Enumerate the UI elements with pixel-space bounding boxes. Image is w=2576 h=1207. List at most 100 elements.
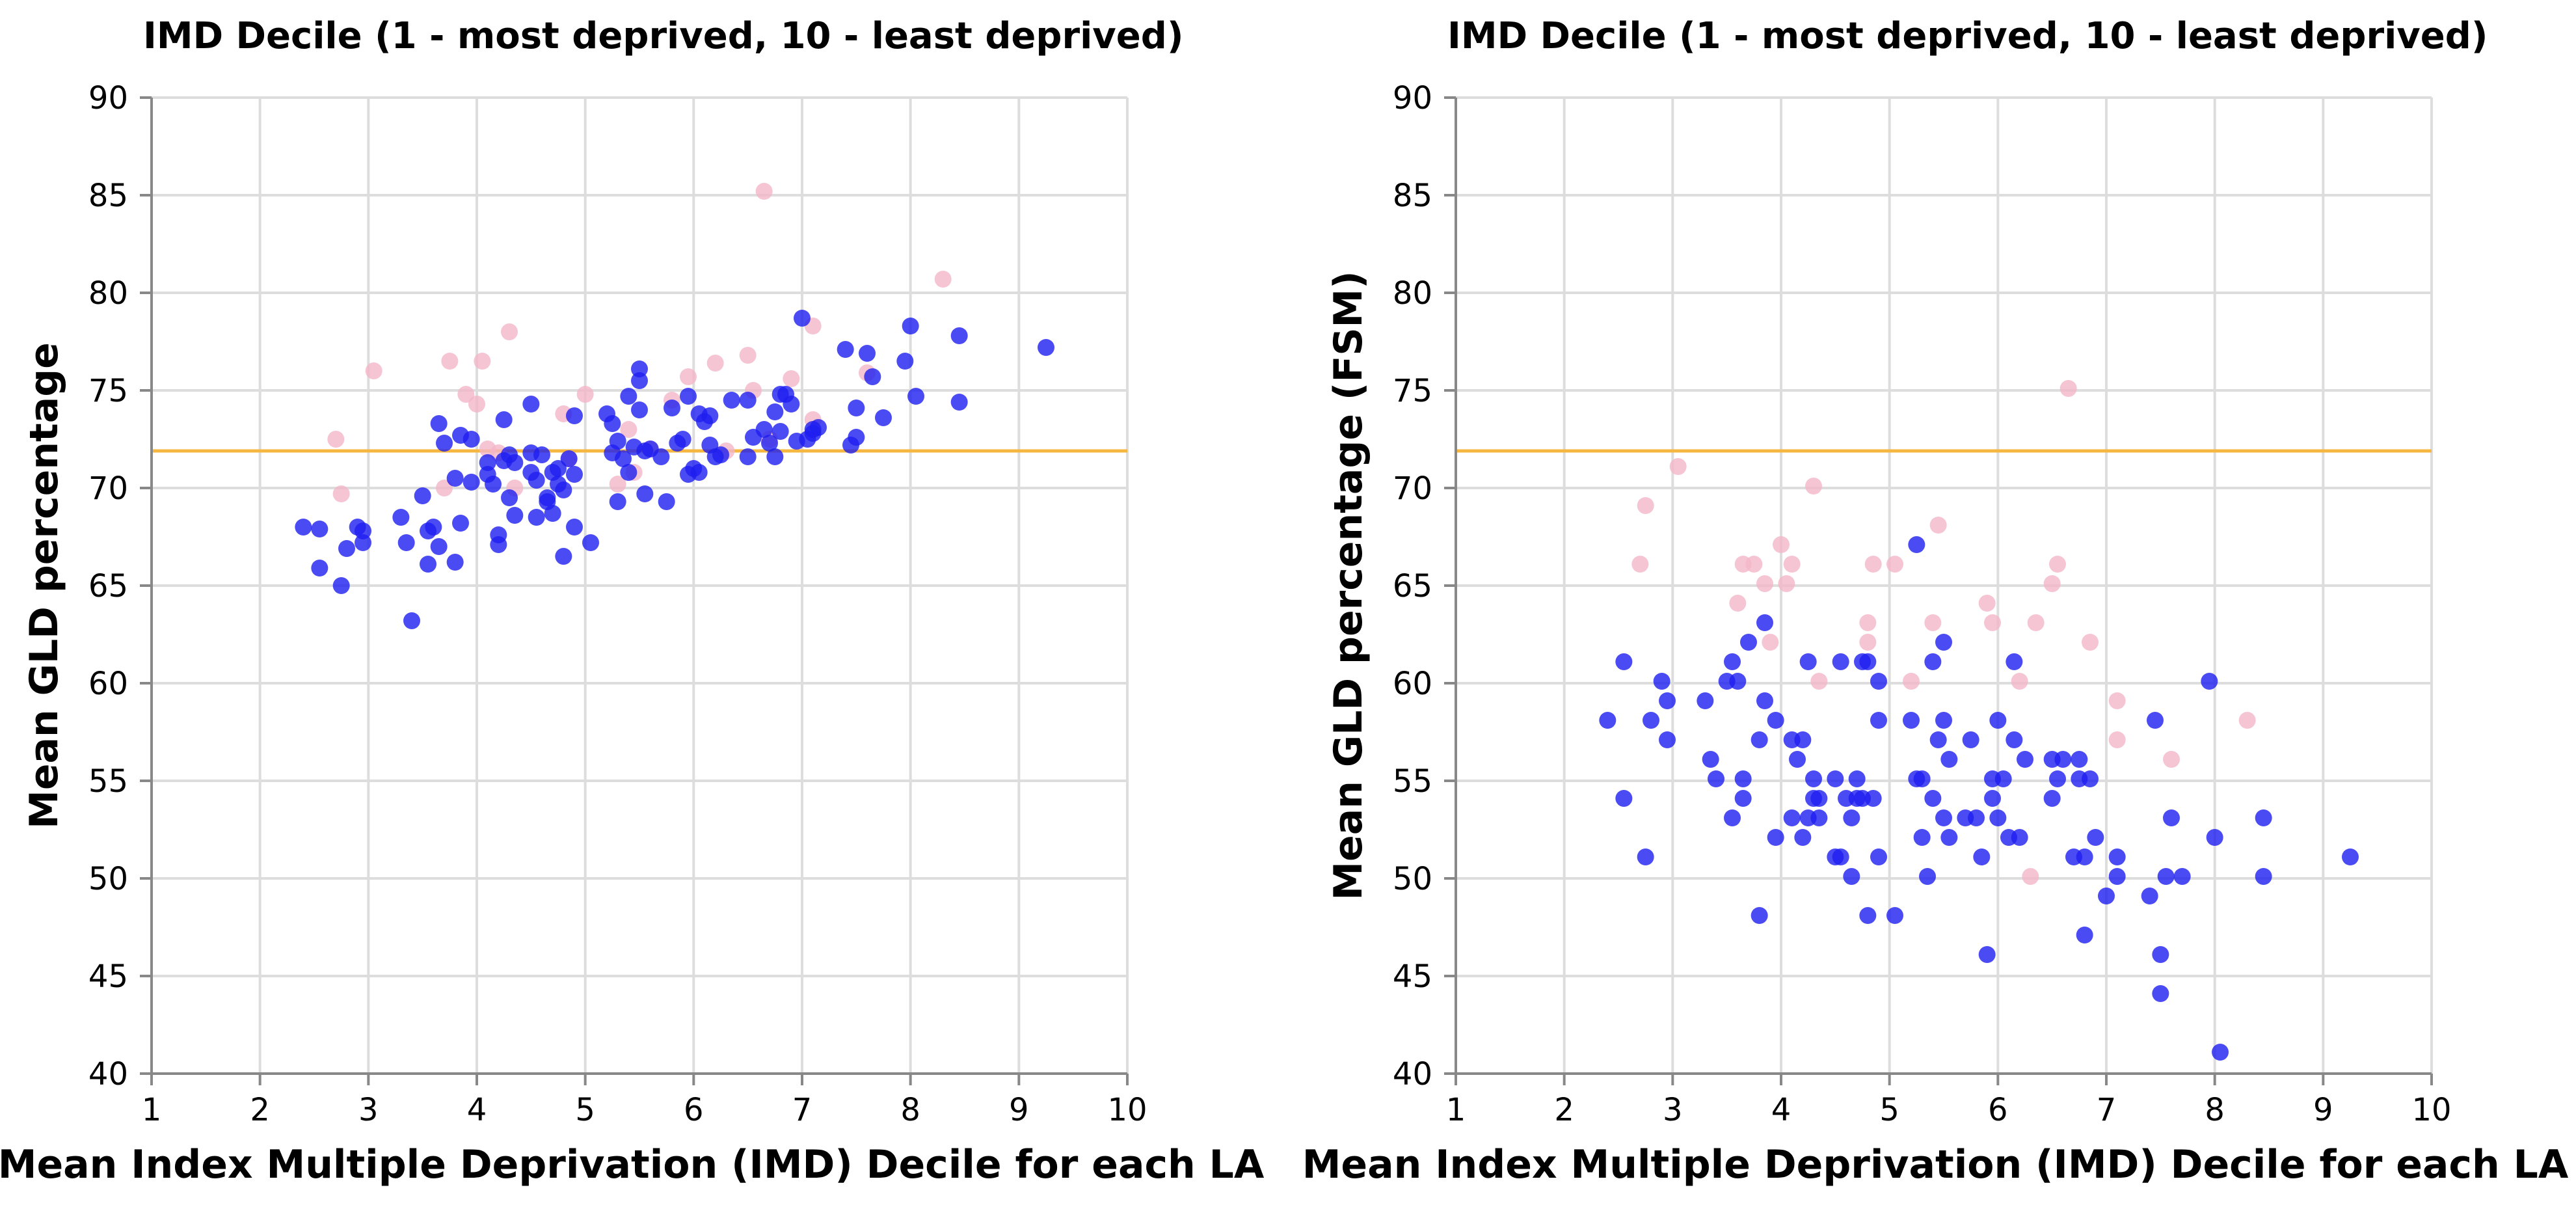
data-point bbox=[1038, 339, 1054, 356]
data-point bbox=[1929, 517, 1947, 534]
data-point bbox=[1778, 575, 1795, 592]
data-point bbox=[1929, 731, 1947, 748]
data-point bbox=[1734, 770, 1752, 787]
data-point bbox=[2173, 868, 2191, 885]
data-point bbox=[1848, 770, 1866, 787]
data-point bbox=[414, 487, 431, 504]
data-point bbox=[810, 419, 827, 436]
y-tick-label: 50 bbox=[1393, 861, 1432, 897]
data-point bbox=[1843, 809, 1860, 826]
data-point bbox=[837, 341, 854, 358]
data-point bbox=[609, 493, 626, 510]
data-point bbox=[664, 400, 680, 416]
data-point bbox=[1637, 848, 1654, 865]
data-point bbox=[533, 446, 550, 463]
x-tick-label: 8 bbox=[2205, 1092, 2225, 1128]
data-point bbox=[1789, 751, 1806, 768]
data-point bbox=[441, 353, 459, 370]
data-point bbox=[1978, 595, 1996, 612]
data-point bbox=[2163, 751, 2180, 768]
data-point bbox=[2059, 380, 2077, 397]
data-point bbox=[430, 415, 448, 432]
data-point bbox=[2255, 868, 2272, 885]
data-point bbox=[452, 515, 469, 532]
data-point bbox=[896, 353, 914, 370]
scatter-panel-left: IMD Decile (1 - most deprived, 10 - leas… bbox=[0, 15, 1265, 1187]
data-point bbox=[457, 386, 475, 403]
data-point bbox=[1994, 770, 2012, 787]
data-point bbox=[701, 407, 719, 424]
data-point bbox=[2238, 712, 2256, 729]
y-tick-label: 65 bbox=[88, 568, 128, 604]
data-point bbox=[2108, 731, 2126, 748]
data-point bbox=[950, 394, 968, 411]
data-point bbox=[1643, 712, 1659, 729]
data-point bbox=[1924, 614, 1942, 631]
data-point bbox=[582, 534, 599, 551]
data-point bbox=[1859, 653, 1877, 670]
data-point bbox=[474, 353, 491, 370]
data-point bbox=[2049, 556, 2066, 573]
y-tick-label: 45 bbox=[1393, 958, 1432, 995]
data-point bbox=[2006, 653, 2023, 670]
y-tick-label: 85 bbox=[1393, 178, 1432, 214]
data-point bbox=[875, 409, 892, 426]
data-point bbox=[1984, 790, 2001, 807]
data-point bbox=[425, 519, 442, 536]
data-point bbox=[1751, 731, 1768, 748]
data-point bbox=[1978, 946, 1996, 963]
data-point bbox=[658, 493, 675, 510]
data-point bbox=[1859, 907, 1877, 924]
data-point bbox=[355, 534, 371, 551]
data-point bbox=[2212, 1044, 2229, 1061]
y-tick-label: 90 bbox=[88, 80, 128, 116]
data-point bbox=[1767, 829, 1784, 846]
data-point bbox=[2087, 829, 2104, 846]
data-point bbox=[690, 464, 708, 481]
data-point bbox=[501, 489, 518, 506]
y-tick-label: 80 bbox=[1393, 275, 1432, 312]
x-tick-label: 10 bbox=[2411, 1092, 2451, 1128]
data-point bbox=[771, 423, 789, 440]
x-tick-label: 6 bbox=[1988, 1092, 2008, 1128]
data-point bbox=[2082, 634, 2099, 651]
data-point bbox=[327, 431, 345, 448]
x-tick-label: 9 bbox=[2313, 1092, 2333, 1128]
data-point bbox=[1794, 731, 1812, 748]
data-point bbox=[848, 429, 865, 446]
data-point bbox=[1756, 575, 1773, 592]
data-point bbox=[2076, 927, 2093, 943]
data-point bbox=[1729, 673, 1747, 690]
data-point bbox=[739, 448, 757, 465]
data-point bbox=[2082, 770, 2099, 787]
data-point bbox=[1935, 712, 1952, 729]
data-point bbox=[1697, 692, 1714, 709]
data-point bbox=[1799, 653, 1817, 670]
data-point bbox=[566, 466, 583, 483]
data-point bbox=[706, 355, 724, 372]
data-point bbox=[446, 470, 464, 487]
data-point bbox=[2255, 809, 2272, 826]
data-point bbox=[783, 396, 800, 413]
y-tick-label: 70 bbox=[1393, 470, 1432, 507]
data-point bbox=[446, 554, 464, 571]
data-point bbox=[1859, 634, 1877, 651]
data-point bbox=[1913, 770, 1931, 787]
x-axis-label: Mean Index Multiple Deprivation (IMD) De… bbox=[0, 1142, 1265, 1187]
x-tick-label: 1 bbox=[142, 1092, 162, 1128]
x-tick-label: 7 bbox=[2097, 1092, 2117, 1128]
data-point bbox=[755, 183, 773, 200]
data-point bbox=[631, 372, 648, 389]
data-point bbox=[2043, 790, 2061, 807]
y-tick-label: 50 bbox=[88, 861, 128, 897]
data-point bbox=[1827, 770, 1844, 787]
data-point bbox=[1794, 829, 1812, 846]
data-point bbox=[430, 538, 448, 555]
data-point bbox=[739, 347, 757, 364]
data-point bbox=[1962, 731, 1979, 748]
data-point bbox=[2006, 731, 2023, 748]
data-point bbox=[631, 360, 648, 377]
data-point bbox=[1729, 595, 1747, 612]
y-tick-label: 85 bbox=[88, 178, 128, 214]
data-point bbox=[636, 485, 654, 502]
